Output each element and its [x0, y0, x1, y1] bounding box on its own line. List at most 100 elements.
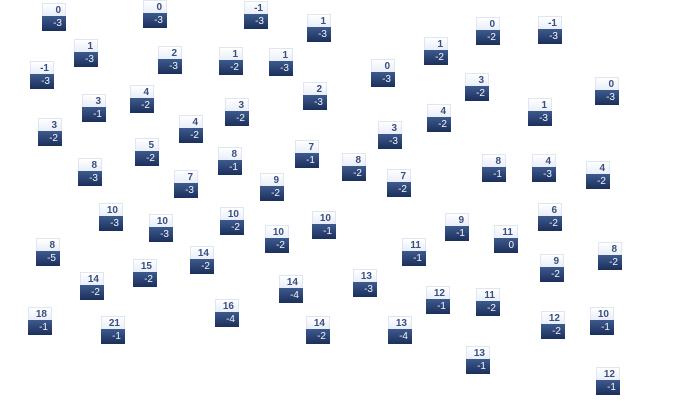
value-tile[interactable]: 4 -2: [586, 161, 610, 189]
tile-top-value: 14: [306, 316, 330, 329]
value-tile[interactable]: 1 -3: [528, 98, 552, 126]
value-tile[interactable]: -1 -3: [30, 61, 54, 89]
tile-top-value: 2: [303, 82, 327, 95]
tile-top-value: 5: [135, 138, 159, 151]
tile-top-value: 1: [424, 37, 448, 50]
value-tile[interactable]: 3 -2: [38, 118, 62, 146]
value-tile[interactable]: 9 -2: [540, 254, 564, 282]
value-tile[interactable]: 3 -1: [82, 94, 106, 122]
value-tile[interactable]: 12 -1: [426, 286, 450, 314]
value-tile[interactable]: 3 -3: [378, 121, 402, 149]
value-tile[interactable]: 9 -2: [260, 173, 284, 201]
tile-top-value: 3: [38, 118, 62, 131]
value-tile[interactable]: 16 -4: [215, 299, 239, 327]
value-tile[interactable]: 10 -2: [265, 225, 289, 253]
value-tile[interactable]: 7 -3: [174, 170, 198, 198]
value-tile[interactable]: 21 -1: [101, 316, 125, 344]
value-tile[interactable]: 8 -2: [598, 242, 622, 270]
value-tile[interactable]: 0 -3: [143, 0, 167, 28]
value-tile[interactable]: 1 -2: [424, 37, 448, 65]
value-tile[interactable]: 8 -5: [36, 238, 60, 266]
value-tile[interactable]: 14 -2: [306, 316, 330, 344]
value-tile[interactable]: 1 -3: [74, 39, 98, 67]
value-tile[interactable]: 5 -2: [135, 138, 159, 166]
value-tile[interactable]: 12 -1: [596, 367, 620, 395]
tile-top-value: 3: [82, 94, 106, 107]
value-tile[interactable]: 14 -2: [190, 246, 214, 274]
value-tile[interactable]: -1 -3: [244, 1, 268, 29]
tile-top-value: 1: [528, 98, 552, 111]
value-tile[interactable]: 8 -3: [78, 158, 102, 186]
value-tile[interactable]: 0 -3: [371, 59, 395, 87]
value-tile[interactable]: 14 -2: [80, 272, 104, 300]
tile-top-value: 1: [74, 39, 98, 52]
tile-top-value: 13: [388, 316, 412, 329]
value-tile[interactable]: 10 -3: [149, 214, 173, 242]
tile-top-value: 21: [101, 316, 125, 329]
tile-bottom-value: -3: [99, 216, 123, 231]
tile-bottom-value: -2: [598, 255, 622, 270]
tile-bottom-value: -2: [190, 259, 214, 274]
tile-bottom-value: -2: [260, 186, 284, 201]
value-tile[interactable]: 10 -3: [99, 203, 123, 231]
value-tile[interactable]: 3 -2: [465, 73, 489, 101]
value-tile[interactable]: 8 -2: [342, 153, 366, 181]
tile-top-value: 10: [220, 207, 244, 220]
value-tile[interactable]: 10 -1: [590, 307, 614, 335]
value-tile[interactable]: 2 -3: [158, 46, 182, 74]
value-tile[interactable]: 10 -2: [220, 207, 244, 235]
value-tile[interactable]: 2 -3: [303, 82, 327, 110]
tile-bottom-value: -2: [179, 128, 203, 143]
tile-bottom-value: -3: [269, 61, 293, 76]
tile-bottom-value: -3: [307, 27, 331, 42]
tile-bottom-value: -3: [174, 183, 198, 198]
tile-bottom-value: -2: [476, 30, 500, 45]
tile-top-value: 7: [174, 170, 198, 183]
value-tile[interactable]: 11 -2: [476, 288, 500, 316]
tile-bottom-value: -3: [244, 14, 268, 29]
value-tile[interactable]: 11 -1: [402, 238, 426, 266]
tile-top-value: 16: [215, 299, 239, 312]
tile-top-value: 14: [190, 246, 214, 259]
tile-top-value: 0: [371, 59, 395, 72]
value-tile[interactable]: 1 -3: [307, 14, 331, 42]
value-tile[interactable]: 1 -3: [269, 48, 293, 76]
value-tile[interactable]: 7 -1: [295, 140, 319, 168]
value-tile[interactable]: 13 -3: [353, 269, 377, 297]
tile-top-value: 6: [538, 203, 562, 216]
tile-top-value: 2: [158, 46, 182, 59]
value-tile[interactable]: 8 -1: [482, 154, 506, 182]
value-tile[interactable]: 4 -2: [427, 104, 451, 132]
value-tile[interactable]: 15 -2: [133, 259, 157, 287]
value-tile[interactable]: 8 -1: [218, 147, 242, 175]
value-tile[interactable]: 14 -4: [279, 275, 303, 303]
tile-top-value: 9: [445, 213, 469, 226]
value-tile[interactable]: 13 -4: [388, 316, 412, 344]
value-tile[interactable]: -1 -3: [538, 16, 562, 44]
value-tile[interactable]: 7 -2: [387, 169, 411, 197]
value-tile[interactable]: 12 -2: [541, 311, 565, 339]
value-tile[interactable]: 10 -1: [312, 211, 336, 239]
value-tile[interactable]: 9 -1: [445, 213, 469, 241]
value-tile[interactable]: 1 -2: [219, 47, 243, 75]
value-tile[interactable]: 18 -1: [28, 307, 52, 335]
value-tile[interactable]: 0 -3: [595, 77, 619, 105]
value-tile[interactable]: 4 -3: [532, 154, 556, 182]
value-tile[interactable]: 3 -2: [225, 98, 249, 126]
value-tile[interactable]: 13 -1: [466, 346, 490, 374]
tile-bottom-value: -4: [388, 329, 412, 344]
tile-top-value: 11: [402, 238, 426, 251]
value-tile[interactable]: 4 -2: [179, 115, 203, 143]
value-tile[interactable]: 6 -2: [538, 203, 562, 231]
tile-bottom-value: -1: [466, 359, 490, 374]
tile-bottom-value: -2: [219, 60, 243, 75]
tile-bottom-value: -1: [482, 167, 506, 182]
value-tile[interactable]: 4 -2: [130, 85, 154, 113]
tile-top-value: 0: [595, 77, 619, 90]
tile-top-value: 13: [466, 346, 490, 359]
value-tile[interactable]: 11 0: [494, 225, 518, 253]
value-tile[interactable]: 0 -3: [42, 3, 66, 31]
tile-bottom-value: -2: [541, 324, 565, 339]
tile-top-value: 8: [482, 154, 506, 167]
value-tile[interactable]: 0 -2: [476, 17, 500, 45]
